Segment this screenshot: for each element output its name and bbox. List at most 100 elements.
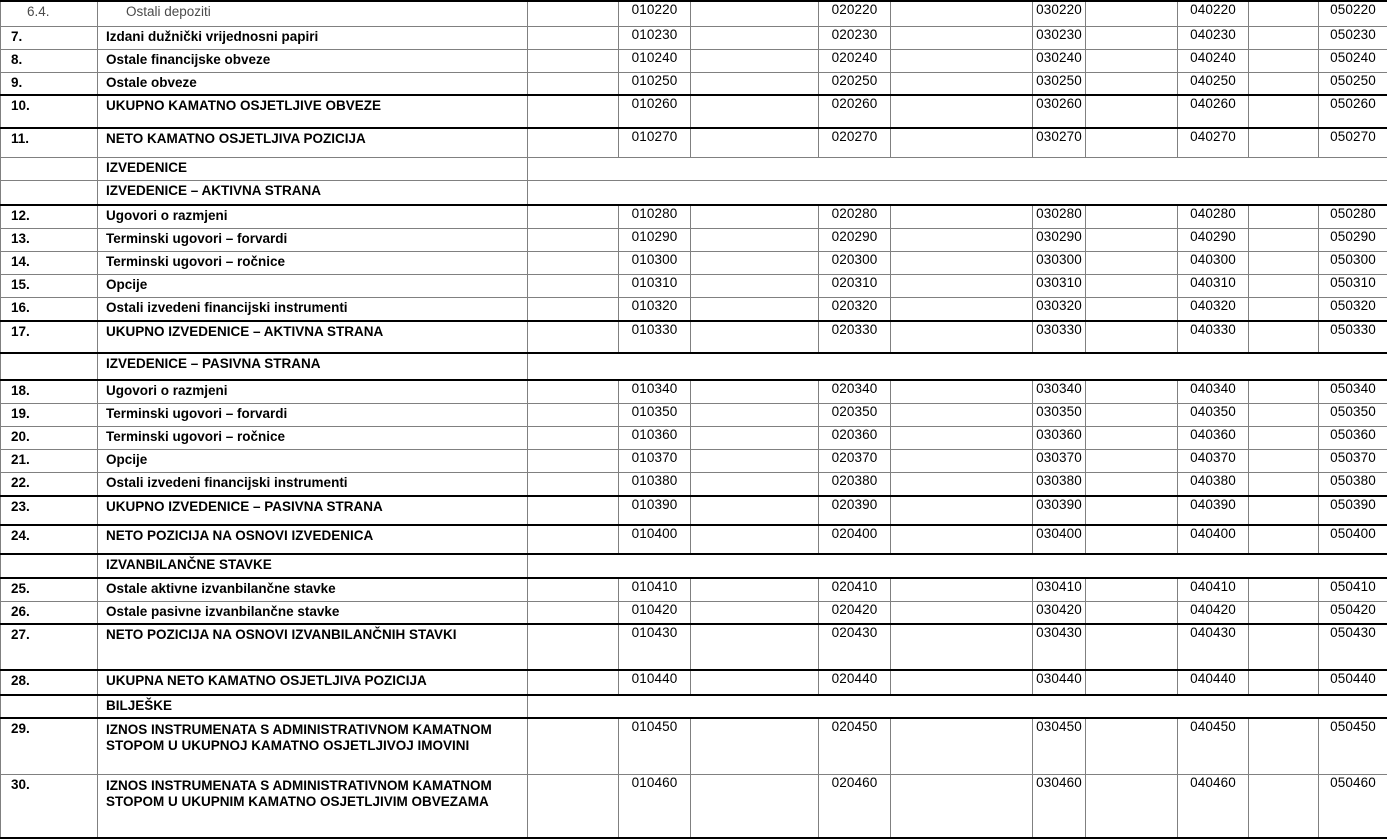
value-input-cell[interactable] — [890, 494, 1033, 526]
value-input-cell[interactable] — [1248, 25, 1319, 50]
value-input-cell[interactable] — [527, 472, 619, 497]
value-input-cell[interactable] — [1085, 623, 1178, 671]
value-input-cell[interactable] — [527, 523, 619, 555]
value-input-cell[interactable] — [1248, 425, 1319, 451]
value-input-cell[interactable] — [1085, 669, 1178, 696]
value-input-cell[interactable] — [1248, 494, 1319, 526]
value-input-cell[interactable] — [690, 623, 819, 671]
value-input-cell[interactable] — [1085, 717, 1178, 776]
value-input-cell[interactable] — [1248, 717, 1319, 776]
value-input-cell[interactable] — [527, 623, 619, 671]
value-input-cell[interactable] — [1248, 203, 1319, 230]
value-input-cell[interactable] — [690, 127, 819, 159]
value-input-cell[interactable] — [527, 297, 619, 322]
value-input-cell[interactable] — [890, 576, 1033, 602]
value-input-cell[interactable] — [890, 523, 1033, 555]
value-input-cell[interactable] — [890, 203, 1033, 230]
value-input-cell[interactable] — [527, 251, 619, 276]
value-input-cell[interactable] — [690, 25, 819, 50]
value-input-cell[interactable] — [1248, 600, 1319, 625]
value-input-cell[interactable] — [1085, 494, 1178, 526]
value-input-cell[interactable] — [1085, 127, 1178, 159]
value-input-cell[interactable] — [690, 494, 819, 526]
value-input-cell[interactable] — [890, 274, 1033, 299]
value-input-cell[interactable] — [527, 228, 619, 253]
value-input-cell[interactable] — [1085, 448, 1178, 474]
value-input-cell[interactable] — [690, 717, 819, 776]
value-input-cell[interactable] — [690, 402, 819, 427]
value-input-cell[interactable] — [690, 774, 819, 839]
value-input-cell[interactable] — [890, 127, 1033, 159]
value-input-cell[interactable] — [527, 448, 619, 474]
value-input-cell[interactable] — [1248, 0, 1319, 27]
value-input-cell[interactable] — [690, 203, 819, 230]
value-input-cell[interactable] — [527, 48, 619, 73]
value-input-cell[interactable] — [1248, 127, 1319, 159]
value-input-cell[interactable] — [1085, 774, 1178, 839]
value-input-cell[interactable] — [527, 127, 619, 159]
value-input-cell[interactable] — [1248, 228, 1319, 253]
value-input-cell[interactable] — [690, 48, 819, 73]
value-input-cell[interactable] — [1248, 774, 1319, 839]
value-input-cell[interactable] — [1085, 576, 1178, 602]
value-input-cell[interactable] — [890, 297, 1033, 322]
value-input-cell[interactable] — [890, 48, 1033, 73]
value-input-cell[interactable] — [527, 94, 619, 129]
value-input-cell[interactable] — [1085, 274, 1178, 299]
value-input-cell[interactable] — [1085, 94, 1178, 129]
value-input-cell[interactable] — [527, 774, 619, 839]
value-input-cell[interactable] — [1085, 297, 1178, 322]
value-input-cell[interactable] — [1085, 523, 1178, 555]
value-input-cell[interactable] — [1248, 402, 1319, 427]
value-input-cell[interactable] — [890, 472, 1033, 497]
value-input-cell[interactable] — [690, 379, 819, 404]
value-input-cell[interactable] — [690, 669, 819, 696]
value-input-cell[interactable] — [690, 251, 819, 276]
value-input-cell[interactable] — [1248, 576, 1319, 602]
value-input-cell[interactable] — [527, 669, 619, 696]
value-input-cell[interactable] — [1085, 600, 1178, 625]
value-input-cell[interactable] — [1085, 203, 1178, 230]
value-input-cell[interactable] — [690, 600, 819, 625]
value-input-cell[interactable] — [890, 425, 1033, 451]
value-input-cell[interactable] — [890, 669, 1033, 696]
value-input-cell[interactable] — [890, 251, 1033, 276]
value-input-cell[interactable] — [527, 576, 619, 602]
value-input-cell[interactable] — [527, 379, 619, 404]
value-input-cell[interactable] — [890, 402, 1033, 427]
value-input-cell[interactable] — [890, 0, 1033, 27]
value-input-cell[interactable] — [527, 600, 619, 625]
value-input-cell[interactable] — [1248, 669, 1319, 696]
value-input-cell[interactable] — [1248, 472, 1319, 497]
value-input-cell[interactable] — [1248, 448, 1319, 474]
value-input-cell[interactable] — [690, 523, 819, 555]
value-input-cell[interactable] — [890, 623, 1033, 671]
value-input-cell[interactable] — [527, 717, 619, 776]
value-input-cell[interactable] — [527, 274, 619, 299]
value-input-cell[interactable] — [890, 717, 1033, 776]
value-input-cell[interactable] — [1248, 523, 1319, 555]
value-input-cell[interactable] — [527, 425, 619, 451]
value-input-cell[interactable] — [527, 203, 619, 230]
value-input-cell[interactable] — [527, 71, 619, 96]
value-input-cell[interactable] — [527, 402, 619, 427]
value-input-cell[interactable] — [1248, 251, 1319, 276]
value-input-cell[interactable] — [1248, 320, 1319, 354]
value-input-cell[interactable] — [1085, 228, 1178, 253]
value-input-cell[interactable] — [1248, 48, 1319, 73]
value-input-cell[interactable] — [1085, 71, 1178, 96]
value-input-cell[interactable] — [690, 228, 819, 253]
value-input-cell[interactable] — [1085, 379, 1178, 404]
value-input-cell[interactable] — [690, 0, 819, 27]
value-input-cell[interactable] — [890, 320, 1033, 354]
value-input-cell[interactable] — [1085, 425, 1178, 451]
value-input-cell[interactable] — [890, 448, 1033, 474]
value-input-cell[interactable] — [1085, 402, 1178, 427]
value-input-cell[interactable] — [890, 94, 1033, 129]
value-input-cell[interactable] — [690, 472, 819, 497]
value-input-cell[interactable] — [527, 25, 619, 50]
value-input-cell[interactable] — [1248, 71, 1319, 96]
value-input-cell[interactable] — [1085, 472, 1178, 497]
value-input-cell[interactable] — [1248, 379, 1319, 404]
value-input-cell[interactable] — [690, 425, 819, 451]
